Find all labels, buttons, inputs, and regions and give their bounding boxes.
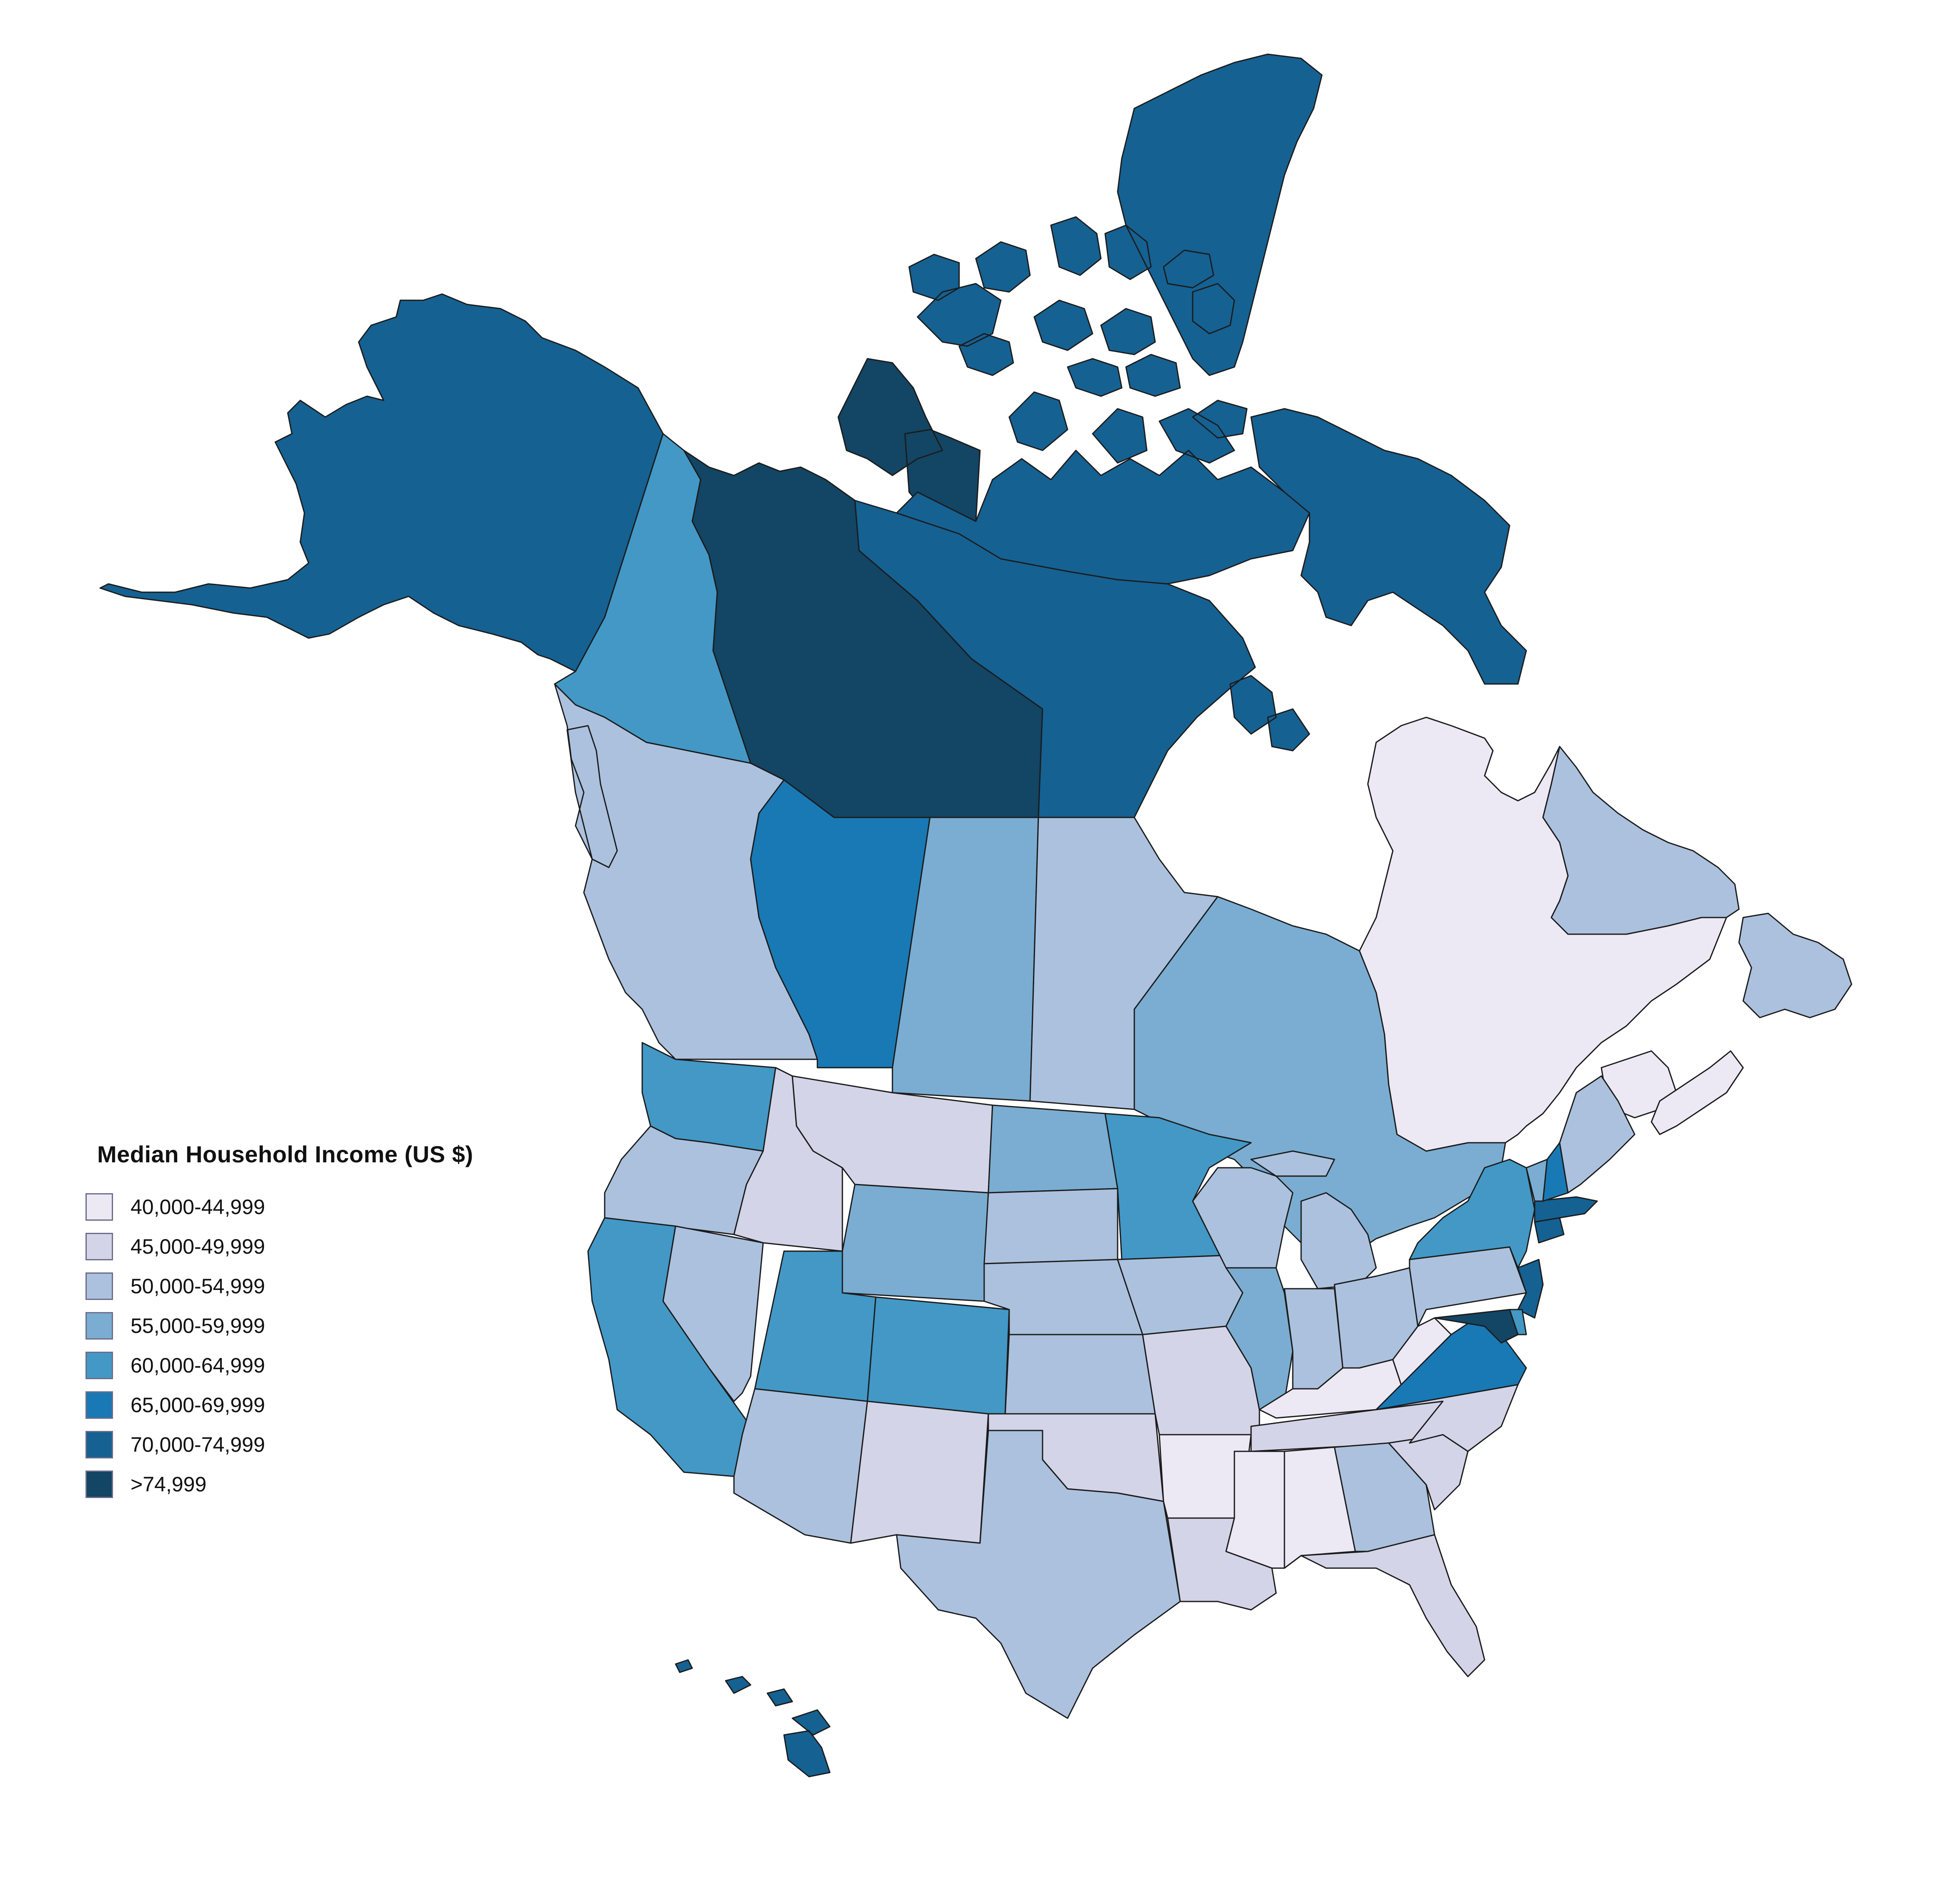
region-indiana [1284, 1288, 1344, 1390]
legend-title: Median Household Income (US $) [97, 1141, 473, 1167]
legend-label: 40,000-44,999 [131, 1195, 265, 1219]
legend-swatch [85, 1193, 113, 1221]
region-mississippi [1225, 1451, 1285, 1569]
legend-swatch [85, 1351, 113, 1379]
region-newfoundland-labrador [1542, 746, 1852, 1018]
legend-item: >74,999 [85, 1464, 544, 1504]
legend-item: 60,000-64,999 [85, 1345, 544, 1385]
region-kentucky [1259, 1359, 1402, 1419]
region-florida [1300, 1534, 1485, 1677]
legend-label: 50,000-54,999 [131, 1274, 265, 1298]
region-nova-scotia [1651, 1050, 1744, 1135]
region-new-jersey [1517, 1259, 1544, 1319]
region-texas [896, 1430, 1181, 1719]
legend-swatch [85, 1312, 113, 1340]
region-delaware [1509, 1309, 1527, 1335]
legend-label: 45,000-49,999 [131, 1234, 265, 1258]
region-wisconsin [1192, 1167, 1294, 1269]
legend-item: 65,000-69,999 [85, 1385, 544, 1425]
region-new-york [1409, 1159, 1535, 1269]
region-south-dakota [983, 1188, 1118, 1265]
legend-label: 55,000-59,999 [131, 1314, 265, 1337]
region-north-dakota [988, 1104, 1118, 1194]
legend-swatch [85, 1272, 113, 1300]
legend-item: 50,000-54,999 [85, 1266, 544, 1306]
legend-swatch [85, 1470, 113, 1498]
legend-label: >74,999 [131, 1472, 207, 1496]
legend-item: 40,000-44,999 [85, 1187, 544, 1227]
legend-item: 70,000-74,999 [85, 1425, 544, 1464]
region-colorado [867, 1296, 1010, 1419]
region-north-carolina [1375, 1384, 1519, 1452]
legend-items: 40,000-44,999 45,000-49,999 50,000-54,999 5… [85, 1187, 544, 1504]
region-saskatchewan [892, 817, 1039, 1102]
region-hawaii [675, 1659, 831, 1777]
region-wyoming [842, 1184, 989, 1302]
legend-swatch [85, 1430, 113, 1458]
region-alaska [99, 293, 664, 672]
region-nwt [683, 358, 1043, 818]
legend-label: 60,000-64,999 [131, 1353, 265, 1377]
legend-label: 70,000-74,999 [131, 1433, 265, 1456]
legend-label: 65,000-69,999 [131, 1393, 265, 1417]
legend-item: 55,000-59,999 [85, 1306, 544, 1345]
region-nunavut [854, 53, 1527, 818]
legend-swatch [85, 1391, 113, 1419]
region-maine [1559, 1075, 1636, 1194]
region-new-mexico [850, 1400, 989, 1544]
legend-item: 45,000-49,999 [85, 1227, 544, 1266]
region-arizona [733, 1388, 868, 1544]
legend-swatch [85, 1232, 113, 1260]
map-legend: Median Household Income (US $) 40,000-44… [85, 1141, 544, 1504]
region-michigan [1250, 1150, 1377, 1290]
region-kansas [1004, 1334, 1156, 1419]
region-massachusetts [1534, 1196, 1598, 1223]
region-british-columbia [554, 683, 818, 1060]
region-nevada [662, 1225, 764, 1402]
region-quebec [1359, 716, 1727, 1152]
